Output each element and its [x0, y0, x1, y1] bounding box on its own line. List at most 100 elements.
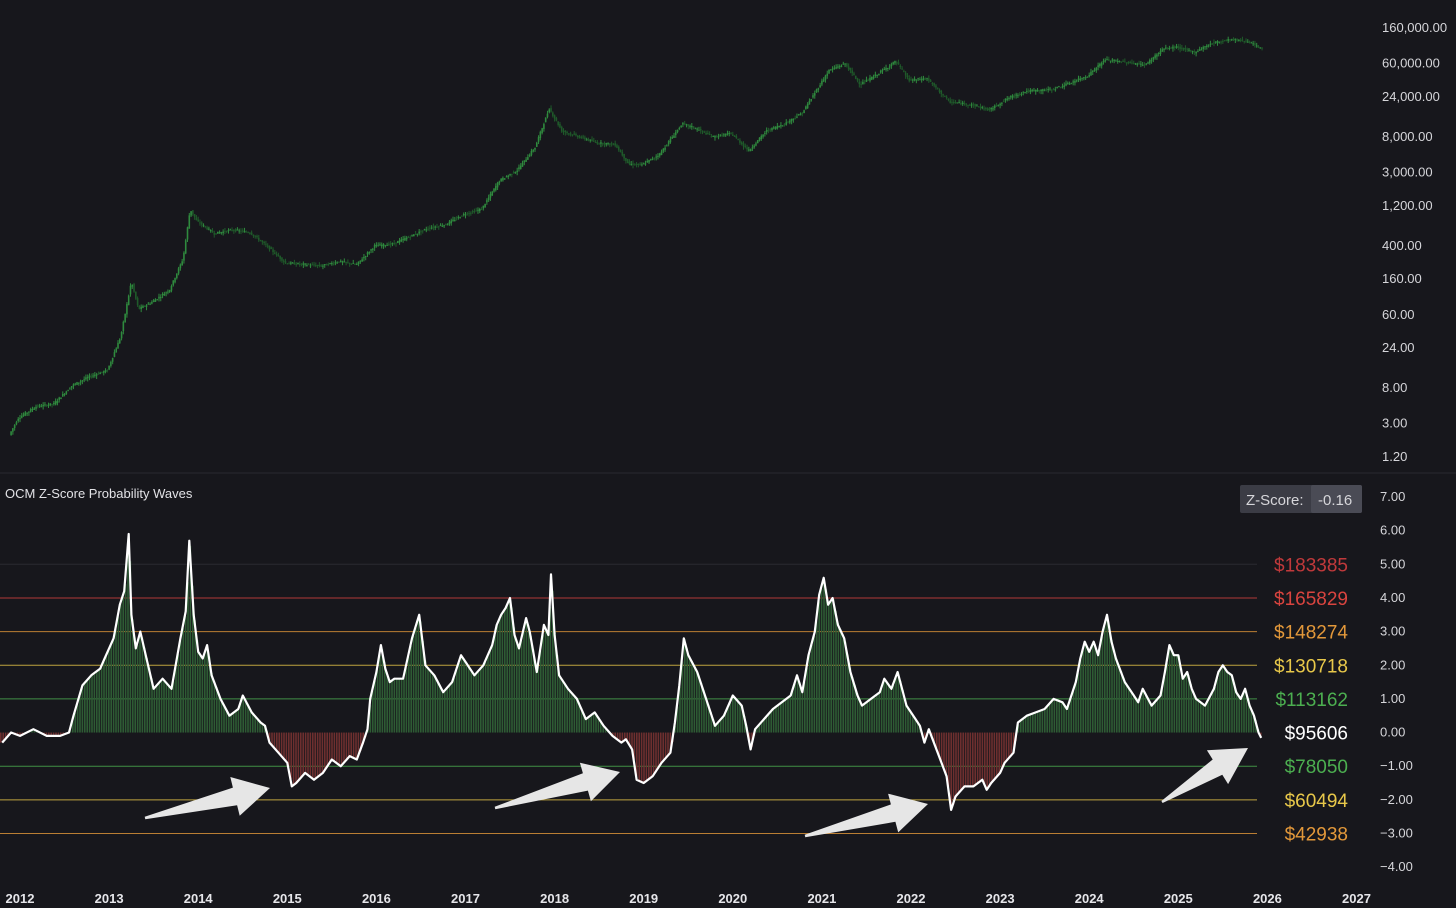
- x-tick-label: 2023: [986, 891, 1015, 906]
- price-candle: [147, 303, 150, 305]
- price-candle: [434, 226, 437, 228]
- band-price-label: $113162: [1275, 690, 1348, 711]
- zscore-negative-bar: [324, 732, 326, 772]
- price-candle: [911, 79, 914, 81]
- price-candle: [685, 124, 688, 126]
- price-candle: [10, 431, 12, 435]
- price-candle: [1154, 55, 1156, 58]
- price-candle: [1113, 60, 1115, 62]
- price-candle: [794, 117, 796, 119]
- zscore-positive-bar: [777, 705, 780, 733]
- price-candle: [306, 265, 308, 267]
- price-candle: [842, 63, 845, 65]
- price-candle: [220, 232, 223, 234]
- price-candle: [176, 273, 178, 279]
- price-candle: [894, 61, 896, 64]
- zscore-negative-bar: [360, 732, 362, 751]
- zscore-positive-bar: [172, 681, 175, 733]
- price-candle: [1001, 102, 1003, 104]
- zscore-positive-bar: [864, 704, 866, 733]
- price-candle: [111, 357, 114, 362]
- price-candle: [12, 428, 14, 432]
- zscore-positive-bar: [588, 717, 590, 733]
- zscore-y-tick-label: −1.00: [1380, 758, 1413, 773]
- zscore-negative-bar: [45, 732, 48, 736]
- zscore-positive-bar: [1224, 666, 1226, 733]
- zscore-positive-bar: [1077, 672, 1080, 733]
- price-candle: [860, 83, 862, 85]
- zscore-positive-bar: [96, 671, 98, 733]
- price-candle: [446, 224, 449, 226]
- price-candle: [297, 263, 299, 265]
- zscore-positive-bar: [93, 673, 96, 733]
- price-candle: [1230, 39, 1233, 41]
- price-candle: [664, 147, 666, 150]
- zscore-negative-bar: [0, 732, 2, 743]
- price-candle: [416, 233, 419, 235]
- zscore-positive-bar: [129, 561, 132, 733]
- price-candle: [781, 125, 784, 127]
- zscore-positive-bar: [1029, 714, 1032, 733]
- zscore-positive-bar: [1197, 700, 1200, 733]
- price-candle: [455, 218, 458, 220]
- price-candle: [867, 79, 870, 81]
- price-candle: [954, 102, 957, 104]
- zscore-negative-bar: [16, 732, 19, 735]
- zscore-positive-bar: [1166, 663, 1168, 733]
- price-candle: [1134, 63, 1137, 65]
- price-candle: [537, 137, 540, 142]
- price-candle: [261, 240, 264, 243]
- x-tick-label: 2015: [273, 891, 302, 906]
- zscore-positive-bar: [696, 669, 698, 733]
- price-candle: [862, 81, 864, 85]
- price-candle: [1004, 98, 1007, 101]
- zscore-negative-bar: [362, 732, 364, 745]
- price-candle: [475, 210, 477, 212]
- price-candle: [436, 226, 438, 228]
- zscore-positive-bar: [1212, 692, 1214, 733]
- price-candle: [281, 257, 283, 261]
- zscore-positive-bar: [576, 697, 578, 733]
- price-candle: [168, 290, 171, 292]
- zscore-negative-bar: [748, 732, 751, 740]
- price-candle: [108, 365, 110, 370]
- price-candle: [282, 260, 285, 262]
- zscore-negative-bar: [648, 732, 650, 780]
- price-candle: [206, 227, 208, 230]
- price-y-tick-label: 160,000.00: [1382, 20, 1447, 35]
- price-candle: [1229, 39, 1231, 41]
- price-candle: [783, 123, 786, 125]
- price-candle: [158, 296, 160, 299]
- price-candle: [908, 78, 911, 81]
- price-candle: [765, 129, 768, 132]
- zscore-positive-bar: [542, 634, 544, 733]
- price-candle: [527, 157, 529, 160]
- zscore-positive-bar: [880, 689, 883, 733]
- price-candle: [414, 233, 417, 235]
- price-candle: [642, 163, 645, 165]
- price-candle: [496, 182, 499, 188]
- zscore-negative-bar: [662, 732, 664, 762]
- price-candle: [439, 225, 442, 227]
- price-candle: [250, 232, 253, 235]
- price-candle: [181, 261, 183, 266]
- price-candle: [1239, 40, 1242, 42]
- price-candle: [630, 163, 633, 165]
- price-candle: [673, 135, 675, 138]
- zscore-positive-bar: [520, 640, 523, 733]
- zscore-negative-bar: [276, 732, 278, 751]
- price-candle: [830, 69, 832, 71]
- zscore-positive-bar: [595, 713, 597, 733]
- zscore-positive-bar: [732, 697, 734, 733]
- price-candle: [1255, 45, 1258, 47]
- price-candle: [462, 214, 465, 216]
- price-candle: [420, 231, 422, 233]
- price-candle: [534, 147, 536, 150]
- zscore-positive-bar: [1164, 676, 1166, 733]
- zscore-positive-bar: [230, 714, 232, 733]
- price-y-tick-label: 1,200.00: [1382, 198, 1433, 213]
- zscore-positive-bar: [1046, 707, 1048, 733]
- price-candle: [95, 374, 98, 376]
- zscore-positive-bar: [727, 708, 729, 733]
- zscore-positive-bar: [158, 683, 160, 733]
